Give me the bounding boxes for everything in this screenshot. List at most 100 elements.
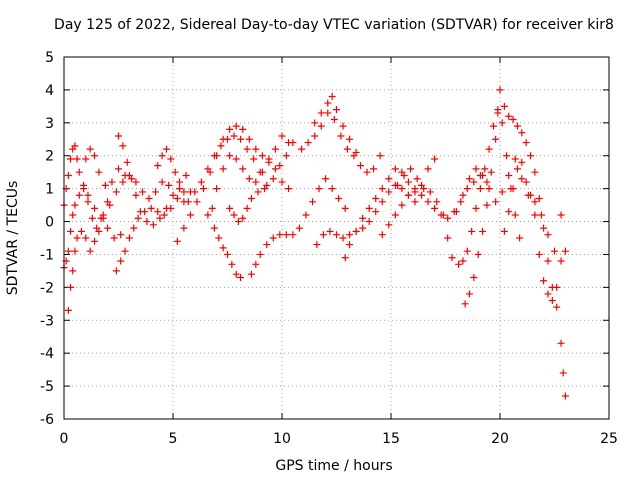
data-point — [557, 211, 565, 219]
x-axis-label: GPS time / hours — [275, 458, 392, 474]
data-point — [278, 132, 286, 140]
y-tick-label: -2 — [40, 280, 54, 296]
data-point — [398, 185, 406, 193]
data-point — [385, 175, 393, 183]
series-track-j — [210, 224, 245, 281]
data-point — [230, 211, 238, 219]
data-point — [553, 303, 561, 311]
y-tick-label: -3 — [40, 313, 54, 329]
data-point — [489, 122, 497, 130]
data-point — [213, 152, 221, 160]
data-point — [247, 195, 255, 203]
data-point — [439, 211, 447, 219]
y-tick-label: -6 — [40, 412, 54, 428]
data-point — [513, 165, 521, 173]
x-tick-label: 25 — [600, 431, 618, 447]
data-point — [261, 185, 269, 193]
series-track-u — [500, 158, 565, 305]
data-point — [359, 224, 367, 232]
data-point — [132, 178, 140, 186]
data-point — [479, 227, 487, 235]
data-point — [527, 152, 535, 160]
data-point — [559, 369, 567, 377]
data-point — [561, 392, 569, 400]
plot-frame — [63, 56, 610, 420]
data-point — [237, 273, 245, 281]
data-point — [398, 201, 406, 209]
data-point — [234, 218, 242, 226]
data-point — [162, 204, 170, 212]
data-point — [531, 211, 539, 219]
data-point — [498, 188, 506, 196]
data-point — [522, 178, 530, 186]
y-tick-label: -4 — [40, 346, 54, 362]
data-point — [544, 231, 552, 239]
data-point — [372, 195, 380, 203]
data-point — [263, 241, 271, 249]
data-point — [465, 290, 473, 298]
data-point — [485, 185, 493, 193]
data-point — [147, 204, 155, 212]
data-point — [391, 165, 399, 173]
data-point — [527, 191, 535, 199]
data-point — [311, 132, 319, 140]
series-track-h — [173, 122, 293, 245]
data-point — [540, 277, 548, 285]
data-point — [483, 201, 491, 209]
data-point — [217, 142, 225, 150]
data-point — [324, 99, 332, 107]
data-point — [247, 270, 255, 278]
data-point — [481, 165, 489, 173]
data-point — [496, 86, 504, 94]
data-point — [213, 185, 221, 193]
data-point — [252, 178, 260, 186]
data-point — [112, 267, 120, 275]
data-point — [186, 211, 194, 219]
data-point — [468, 227, 476, 235]
data-point — [411, 185, 419, 193]
data-point — [513, 122, 521, 130]
data-point — [365, 204, 373, 212]
data-point — [444, 214, 452, 222]
data-point — [424, 198, 432, 206]
data-point — [95, 168, 103, 176]
data-point — [149, 221, 157, 229]
data-point — [459, 191, 467, 199]
data-point — [372, 208, 380, 216]
data-point — [75, 191, 83, 199]
data-point — [326, 227, 334, 235]
data-point — [518, 175, 526, 183]
data-point — [256, 250, 264, 258]
data-point — [265, 155, 273, 163]
data-point — [86, 247, 94, 255]
data-point — [319, 231, 327, 239]
x-tick-label: 0 — [60, 431, 69, 447]
data-point — [557, 339, 565, 347]
data-point — [394, 181, 402, 189]
data-point — [282, 152, 290, 160]
data-point — [413, 175, 421, 183]
data-point — [418, 191, 426, 199]
data-point — [143, 218, 151, 226]
data-point — [407, 165, 415, 173]
data-point — [232, 155, 240, 163]
data-point — [64, 247, 72, 255]
data-point — [378, 185, 386, 193]
data-point — [448, 254, 456, 262]
data-point — [173, 237, 181, 245]
data-point — [208, 204, 216, 212]
data-point — [154, 208, 162, 216]
data-point — [341, 254, 349, 262]
data-point — [385, 221, 393, 229]
data-point — [101, 181, 109, 189]
data-point — [333, 231, 340, 239]
data-point — [531, 168, 539, 176]
data-point — [115, 165, 122, 173]
data-point — [385, 188, 393, 196]
series-track-i — [204, 132, 293, 219]
series-track-q — [378, 171, 491, 239]
data-point — [162, 145, 170, 153]
data-point — [505, 112, 513, 120]
data-point — [219, 135, 227, 143]
data-point — [91, 237, 99, 245]
